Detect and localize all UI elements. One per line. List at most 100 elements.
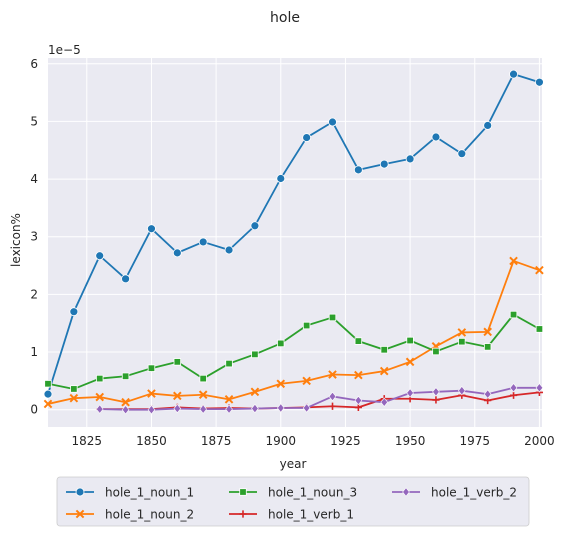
data-point [95, 404, 104, 414]
data-point [354, 370, 363, 380]
data-point [483, 327, 492, 337]
data-point [276, 174, 286, 183]
data-point [147, 405, 156, 415]
x-tick-label: 1875 [201, 434, 232, 448]
data-point [43, 389, 53, 399]
plot-area [48, 58, 542, 427]
data-point [276, 379, 286, 389]
data-point [121, 274, 130, 284]
data-point [121, 372, 130, 380]
data-point [173, 391, 182, 401]
y-tick-label: 2 [30, 287, 38, 301]
legend-label: hole_1_noun_1 [105, 486, 194, 500]
data-point [147, 389, 156, 398]
data-point [353, 165, 363, 175]
data-point [69, 393, 79, 403]
legend-label: hole_1_noun_3 [268, 486, 357, 500]
data-point [457, 149, 467, 159]
data-point [509, 310, 518, 319]
legend-marker [239, 510, 247, 518]
data-point [121, 397, 130, 407]
y-tick-label: 1 [30, 345, 38, 359]
legend-item: hole_1_noun_1 [66, 486, 194, 500]
data-point [251, 350, 259, 359]
data-point [380, 397, 389, 407]
legend-item: hole_1_noun_2 [66, 508, 194, 522]
data-point [406, 388, 414, 398]
y-tick-label: 5 [30, 114, 38, 128]
chart-title: hole [270, 10, 300, 26]
series-group [43, 69, 544, 415]
data-point [380, 346, 388, 354]
data-point [405, 357, 415, 367]
data-point [69, 307, 79, 317]
data-point [147, 364, 156, 372]
data-point [535, 325, 544, 333]
data-point [509, 383, 518, 393]
data-point [173, 358, 182, 366]
data-point [328, 402, 337, 410]
series-hole_1_noun_3 [44, 310, 544, 393]
data-point [250, 221, 260, 231]
data-point [432, 347, 440, 356]
data-point [302, 133, 312, 142]
data-point [483, 343, 492, 351]
legend-marker [75, 487, 85, 497]
data-point [509, 391, 518, 399]
legend-marker [239, 488, 247, 496]
data-point [250, 387, 260, 397]
y-tick-label: 4 [30, 172, 38, 186]
data-point [431, 132, 441, 142]
y-axis: 0 1 2 3 4 5 6 [30, 57, 38, 417]
x-axis-label: year [280, 457, 307, 471]
data-point [457, 328, 467, 337]
data-point [509, 69, 518, 79]
series-line [47, 313, 540, 390]
x-tick-label: 1975 [459, 434, 490, 448]
data-point [276, 403, 285, 413]
data-point [95, 392, 105, 402]
x-tick-label: 2000 [524, 434, 555, 448]
x-tick-label: 1950 [395, 434, 426, 448]
series-line [47, 260, 540, 405]
data-point [43, 399, 53, 409]
data-point [535, 265, 544, 275]
legend-item: hole_1_noun_3 [229, 486, 357, 500]
data-point [199, 374, 207, 383]
data-point [535, 77, 544, 87]
data-point [224, 245, 234, 255]
legend-label: hole_1_verb_1 [268, 508, 354, 522]
data-point [354, 395, 363, 406]
legend-marker [402, 487, 410, 497]
series-hole_1_noun_2 [43, 256, 544, 409]
legend: hole_1_noun_1hole_1_noun_2hole_1_noun_3h… [56, 476, 530, 527]
series-line [99, 391, 540, 411]
data-point [225, 404, 233, 414]
y-tick-label: 6 [30, 57, 38, 71]
data-point [302, 403, 311, 413]
data-point [432, 396, 440, 404]
series-hole_1_verb_2 [95, 383, 544, 415]
legend-label: hole_1_verb_2 [431, 486, 517, 500]
data-point [432, 387, 440, 397]
data-point [147, 224, 156, 234]
data-point [535, 383, 544, 393]
data-point [483, 389, 492, 399]
data-point [302, 321, 311, 330]
data-point [96, 374, 104, 383]
series-line [47, 73, 540, 395]
y-scale-label: 1e−5 [48, 43, 81, 57]
data-point [406, 336, 414, 345]
data-point [405, 154, 415, 164]
data-point [95, 251, 105, 261]
legend-label: hole_1_noun_2 [105, 508, 194, 522]
data-point [354, 337, 363, 345]
legend-marker [75, 509, 85, 519]
x-tick-label: 1925 [330, 434, 361, 448]
data-point [172, 248, 182, 258]
x-tick-label: 1825 [72, 434, 103, 448]
data-point [173, 403, 182, 414]
data-point [379, 159, 389, 169]
data-point [225, 359, 233, 368]
